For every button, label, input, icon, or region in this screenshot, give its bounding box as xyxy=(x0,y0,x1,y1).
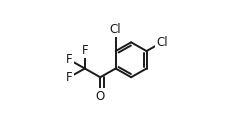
Text: F: F xyxy=(66,71,72,84)
Text: F: F xyxy=(81,44,88,57)
Text: F: F xyxy=(66,53,72,66)
Text: Cl: Cl xyxy=(155,36,167,49)
Text: O: O xyxy=(95,89,104,102)
Text: Cl: Cl xyxy=(109,23,121,36)
